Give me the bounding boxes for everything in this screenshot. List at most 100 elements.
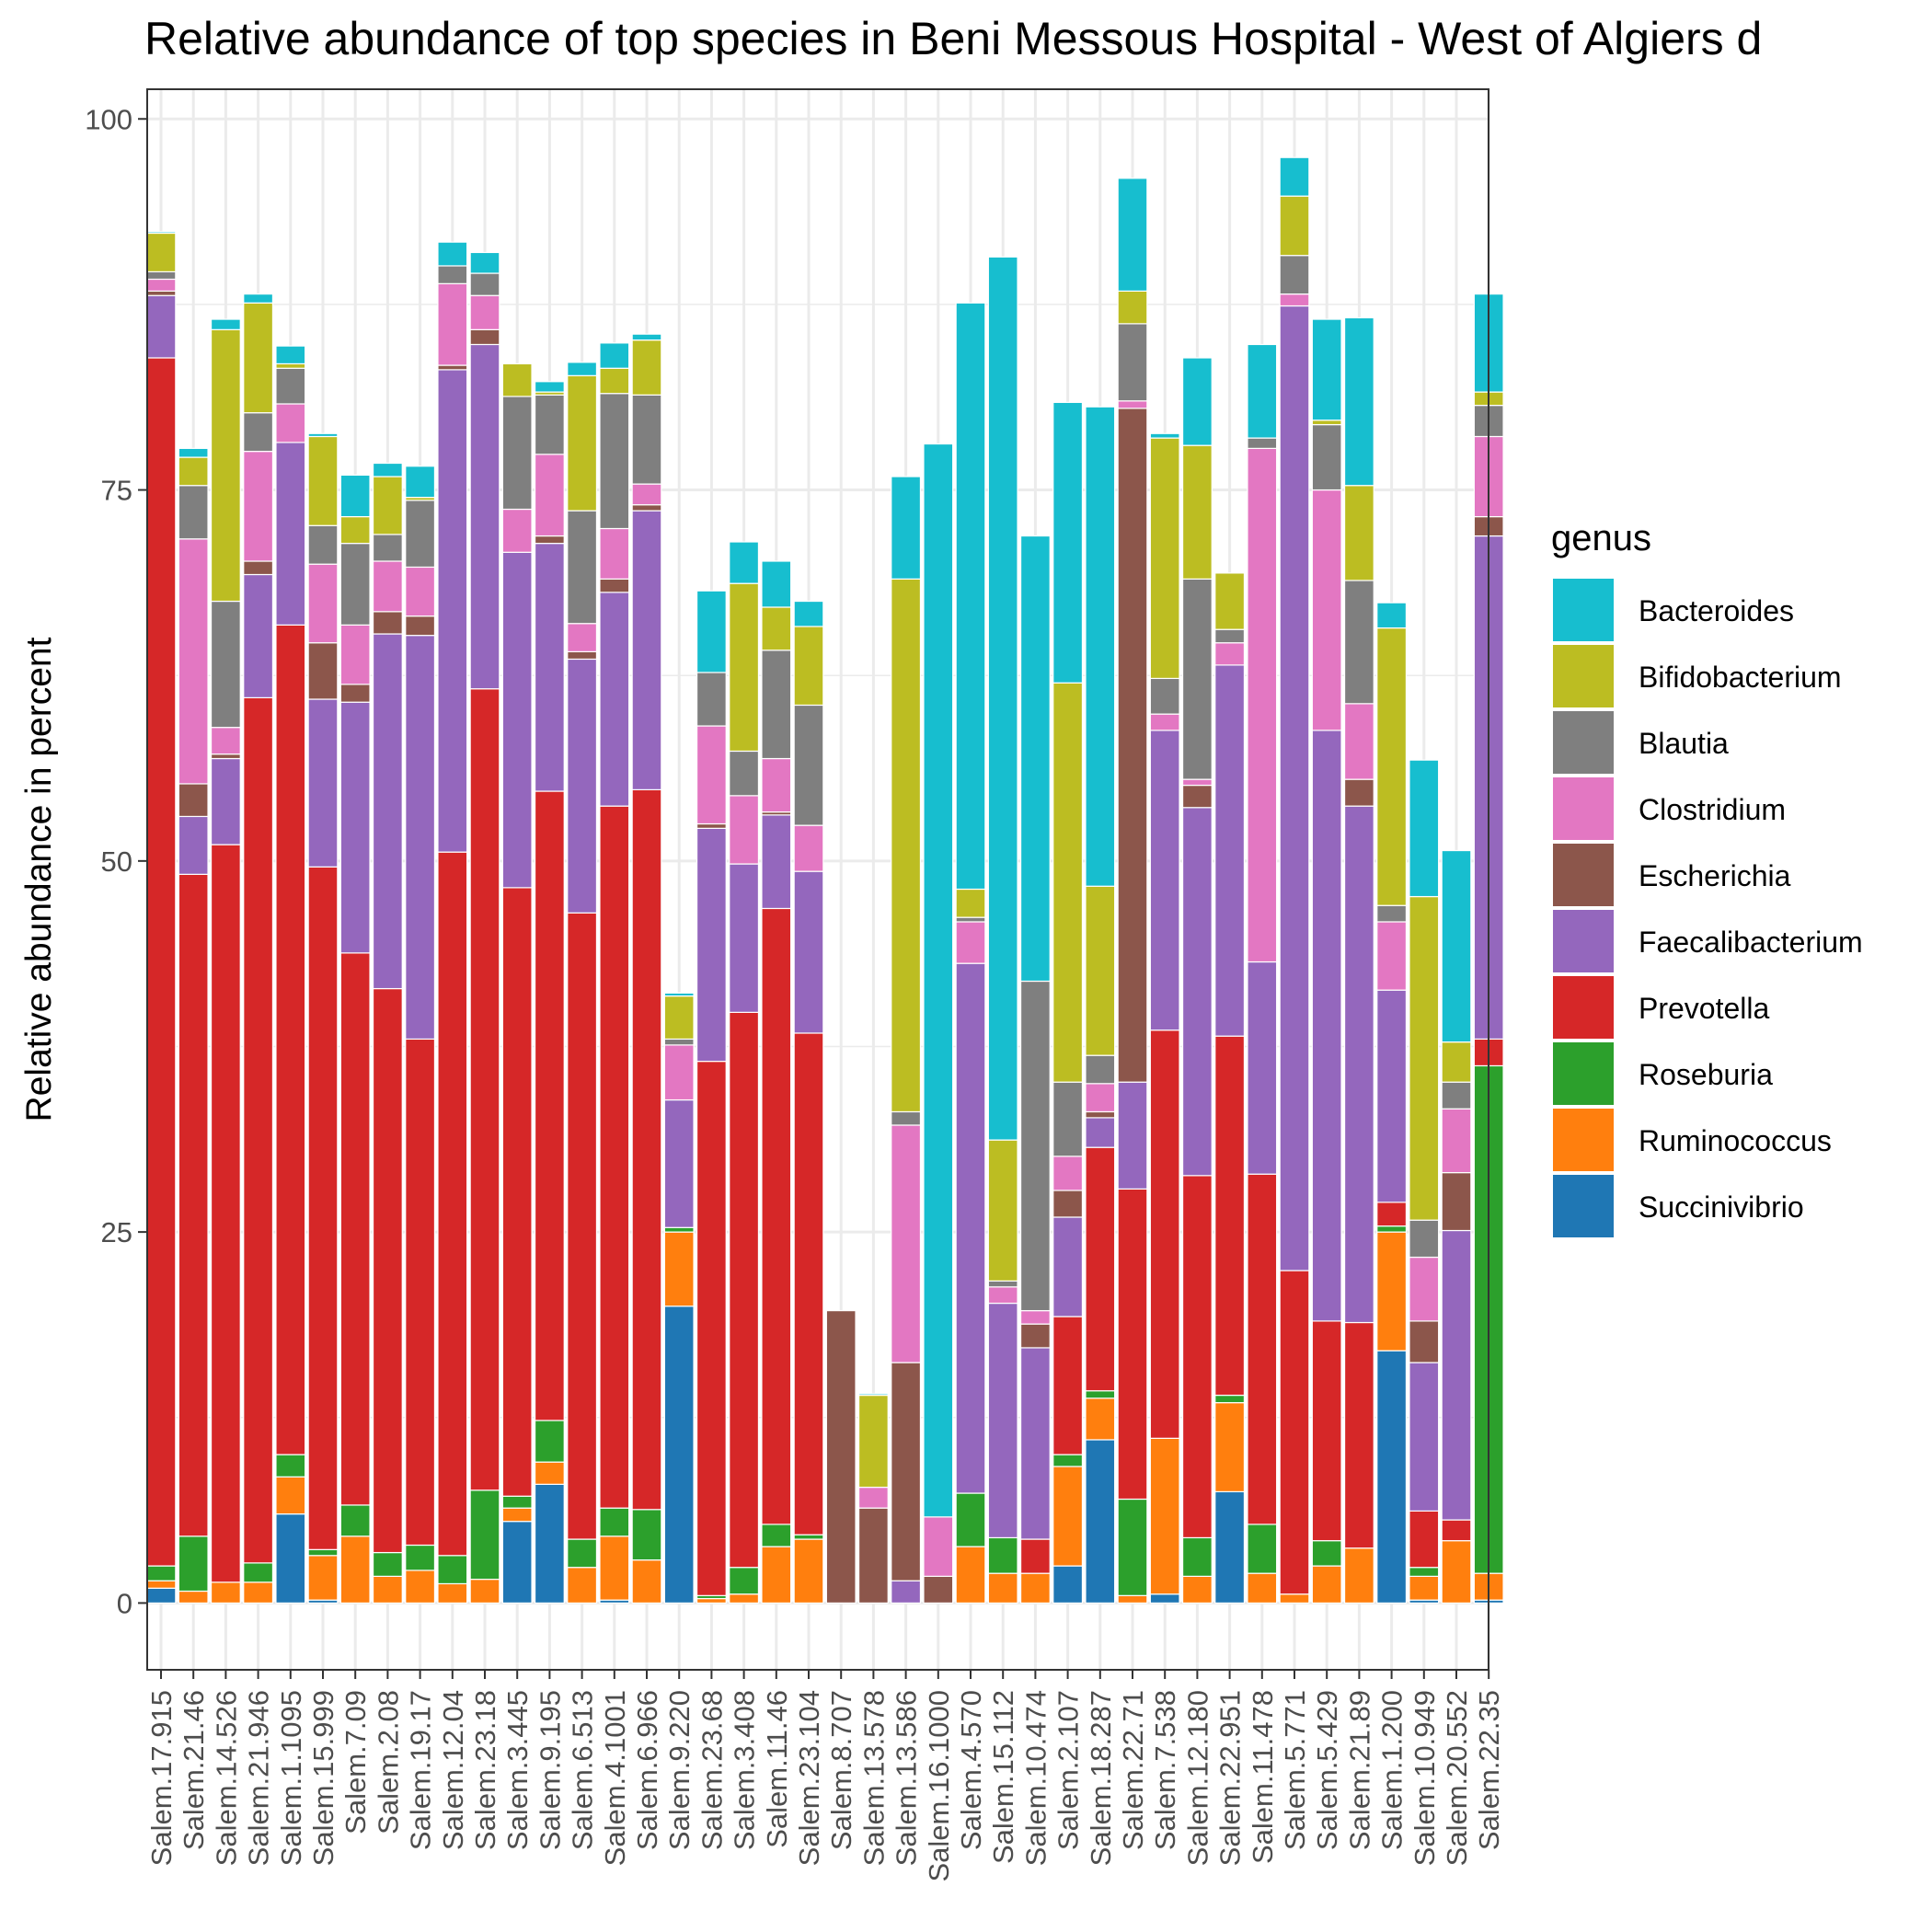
plot-panel-border [146, 88, 1489, 1671]
bar-segment [1085, 1439, 1116, 1604]
bar-segment [1085, 1117, 1116, 1148]
bar-segment [145, 231, 177, 235]
bar-segment [307, 432, 339, 438]
bar-segment [501, 362, 533, 397]
bar-segment [987, 1536, 1018, 1574]
bar-segment [1409, 1256, 1440, 1322]
x-tick-label: Salem.4.1001 [599, 1690, 631, 1866]
bar-segment [793, 870, 824, 1034]
bar-segment [1311, 489, 1342, 731]
bar-segment [501, 396, 533, 511]
bar-segment [501, 1495, 533, 1509]
bar-segment [437, 364, 468, 371]
bar-segment [1085, 1083, 1116, 1113]
bar-segment [307, 866, 339, 1550]
bar-segment [599, 1535, 630, 1601]
bar-segment [275, 442, 306, 626]
bar-segment [1409, 1575, 1440, 1601]
legend-key [1553, 645, 1614, 707]
x-tick-label: Salem.23.68 [696, 1690, 728, 1850]
bar-segment [631, 394, 662, 485]
bar-segment [1311, 423, 1342, 491]
legend-label: Escherichia [1639, 859, 1791, 892]
bar-segment [1441, 1540, 1472, 1604]
bars [145, 156, 1504, 1604]
bar-segment [178, 783, 209, 818]
bar-segment [372, 476, 403, 535]
bar-segment [534, 543, 565, 792]
bar-segment [1376, 1202, 1408, 1227]
bar-segment [1279, 195, 1310, 257]
bar-segment [1181, 1575, 1213, 1604]
legend-key [1553, 1109, 1614, 1171]
x-tick-label: Salem.11.478 [1247, 1690, 1279, 1864]
bar-segment [761, 907, 792, 1525]
bar-segment [1117, 178, 1148, 292]
bar-segment [891, 1124, 922, 1363]
x-tick-label: Salem.5.429 [1311, 1690, 1343, 1850]
bar-segment [437, 1582, 468, 1604]
bar-segment [275, 345, 306, 365]
bar-segment [1279, 1593, 1310, 1604]
bar-segment [210, 753, 241, 760]
bar-segment [1214, 664, 1246, 1037]
bar-segment [1052, 1156, 1084, 1191]
bar-segment [1409, 1219, 1440, 1259]
bar-segment [469, 272, 500, 296]
bar-segment [501, 1507, 533, 1523]
bar-segment [145, 278, 177, 292]
bar-segment [178, 485, 209, 540]
bar-segment [729, 582, 760, 753]
legend-key [1553, 1175, 1614, 1237]
bar-segment [178, 815, 209, 875]
legend-label: Bacteroides [1639, 594, 1794, 627]
bar-segment [339, 684, 371, 703]
bar-segment [761, 1524, 792, 1547]
bar-segment [761, 814, 792, 910]
bar-segment [243, 302, 274, 414]
bar-segment [987, 256, 1018, 1141]
bar-segment [1149, 1437, 1180, 1595]
bar-segment [405, 635, 436, 1041]
bar-segment [307, 642, 339, 700]
x-tick-label: Salem.10.949 [1409, 1690, 1441, 1866]
bar-segment [793, 824, 824, 872]
bar-segment [243, 293, 274, 304]
bar-segment [793, 626, 824, 707]
bar-segment [1085, 1054, 1116, 1085]
bar-segment [372, 1575, 403, 1604]
bar-segment [1181, 778, 1213, 787]
bar-segment [663, 1098, 695, 1228]
bar-segment [599, 578, 630, 593]
bar-segment [210, 328, 241, 603]
bar-segment [1343, 580, 1374, 705]
bar-segment [1181, 578, 1213, 780]
bar-segment [891, 1580, 922, 1604]
y-tick-label: 75 [101, 475, 132, 507]
x-tick-label: Salem.2.107 [1052, 1690, 1085, 1850]
bar-segment [1214, 628, 1246, 644]
bar-segment [372, 560, 403, 613]
bar-segment [729, 863, 760, 1013]
bar-segment [405, 615, 436, 637]
bar-segment [631, 483, 662, 506]
legend-key [1553, 711, 1614, 774]
bar-segment [567, 362, 598, 376]
bar-segment [1311, 1540, 1342, 1567]
bar-segment [1052, 401, 1084, 684]
x-tick-label: Salem.5.771 [1279, 1690, 1311, 1850]
bar-segment [534, 381, 565, 393]
legend-key [1553, 844, 1614, 906]
bar-segment [599, 1507, 630, 1537]
bar-segment [1019, 1323, 1051, 1349]
bar-segment [243, 573, 274, 698]
bar-segment [405, 566, 436, 617]
bar-segment [1019, 1310, 1051, 1325]
x-tick-label: Salem.11.46 [761, 1690, 793, 1848]
bar-segment [955, 888, 986, 918]
bar-segment [243, 451, 274, 562]
bar-segment [178, 1535, 209, 1593]
bar-segment [1441, 1519, 1472, 1542]
bar-segment [1117, 323, 1148, 402]
bar-segment [307, 698, 339, 868]
